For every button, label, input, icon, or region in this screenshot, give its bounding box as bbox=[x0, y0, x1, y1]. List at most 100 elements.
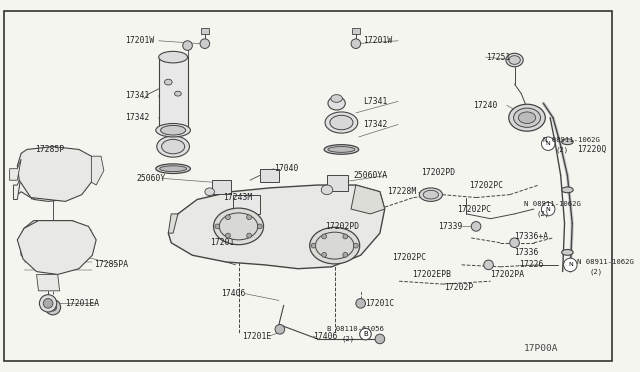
Circle shape bbox=[257, 224, 262, 229]
Text: (2): (2) bbox=[589, 268, 603, 275]
Circle shape bbox=[183, 41, 193, 50]
Text: 17201W: 17201W bbox=[364, 36, 393, 45]
Circle shape bbox=[484, 260, 493, 270]
Circle shape bbox=[375, 334, 385, 344]
Polygon shape bbox=[168, 214, 178, 233]
Circle shape bbox=[356, 298, 365, 308]
Text: N: N bbox=[546, 206, 550, 212]
Circle shape bbox=[353, 243, 358, 248]
Ellipse shape bbox=[214, 208, 264, 245]
Circle shape bbox=[311, 243, 316, 248]
Ellipse shape bbox=[331, 94, 342, 102]
Text: B: B bbox=[363, 331, 368, 337]
Polygon shape bbox=[10, 159, 21, 180]
Circle shape bbox=[541, 202, 555, 216]
Ellipse shape bbox=[330, 115, 353, 130]
Text: 17202PC: 17202PC bbox=[457, 205, 491, 214]
Ellipse shape bbox=[562, 139, 573, 145]
Polygon shape bbox=[13, 176, 21, 199]
Bar bbox=[352, 28, 360, 34]
Text: 17202PD: 17202PD bbox=[325, 222, 359, 231]
Text: 17341: 17341 bbox=[125, 91, 149, 100]
Ellipse shape bbox=[423, 190, 438, 199]
Circle shape bbox=[343, 234, 348, 239]
Text: 17220Q: 17220Q bbox=[577, 145, 606, 154]
Text: 17406: 17406 bbox=[221, 289, 246, 298]
Text: 17339: 17339 bbox=[438, 222, 462, 231]
Ellipse shape bbox=[220, 213, 258, 240]
Text: 17040: 17040 bbox=[274, 164, 298, 173]
Circle shape bbox=[564, 258, 577, 272]
Circle shape bbox=[541, 137, 555, 150]
Ellipse shape bbox=[157, 136, 189, 157]
Ellipse shape bbox=[161, 140, 185, 154]
Circle shape bbox=[360, 328, 371, 340]
Text: (2): (2) bbox=[341, 336, 355, 342]
Ellipse shape bbox=[419, 188, 442, 201]
Text: (2): (2) bbox=[556, 146, 569, 153]
Text: 17285PA: 17285PA bbox=[94, 260, 129, 269]
Ellipse shape bbox=[310, 227, 360, 264]
Bar bbox=[327, 176, 348, 191]
Text: 17342: 17342 bbox=[125, 113, 149, 122]
Circle shape bbox=[351, 39, 361, 48]
Ellipse shape bbox=[506, 53, 523, 67]
Text: 17342: 17342 bbox=[364, 120, 388, 129]
Circle shape bbox=[225, 215, 230, 219]
Text: 17251: 17251 bbox=[486, 52, 510, 62]
Ellipse shape bbox=[164, 79, 172, 85]
Bar bbox=[233, 195, 260, 214]
Circle shape bbox=[246, 233, 252, 238]
Ellipse shape bbox=[518, 112, 536, 124]
Text: 17285P: 17285P bbox=[35, 145, 64, 154]
Circle shape bbox=[215, 224, 220, 229]
Polygon shape bbox=[351, 185, 385, 214]
Ellipse shape bbox=[156, 124, 191, 137]
Ellipse shape bbox=[509, 56, 520, 64]
Ellipse shape bbox=[328, 147, 355, 153]
Polygon shape bbox=[36, 275, 60, 291]
Text: 17201: 17201 bbox=[210, 238, 234, 247]
Circle shape bbox=[49, 303, 57, 311]
Text: 17226: 17226 bbox=[519, 260, 544, 269]
Ellipse shape bbox=[316, 232, 354, 259]
Ellipse shape bbox=[562, 187, 573, 193]
Text: 17P00A: 17P00A bbox=[524, 344, 559, 353]
Ellipse shape bbox=[513, 108, 541, 127]
Ellipse shape bbox=[159, 51, 188, 63]
Ellipse shape bbox=[156, 164, 191, 173]
Text: 17406: 17406 bbox=[312, 331, 337, 340]
Text: 17202PC: 17202PC bbox=[469, 180, 504, 190]
Text: N: N bbox=[546, 141, 550, 146]
Text: 17201C: 17201C bbox=[365, 299, 395, 308]
Text: 17202PD: 17202PD bbox=[421, 168, 456, 177]
Polygon shape bbox=[92, 156, 104, 185]
Text: 17202PA: 17202PA bbox=[490, 270, 525, 279]
Text: 17201EA: 17201EA bbox=[65, 299, 100, 308]
Polygon shape bbox=[19, 221, 88, 269]
Circle shape bbox=[509, 238, 519, 247]
Ellipse shape bbox=[328, 97, 345, 110]
Circle shape bbox=[40, 295, 57, 312]
Text: B 08110-61056: B 08110-61056 bbox=[327, 326, 384, 332]
Text: 17201E: 17201E bbox=[243, 331, 271, 340]
Ellipse shape bbox=[321, 185, 333, 195]
Bar bbox=[260, 169, 279, 182]
Text: 17240: 17240 bbox=[473, 101, 497, 110]
Ellipse shape bbox=[161, 125, 186, 135]
Circle shape bbox=[246, 215, 252, 219]
Polygon shape bbox=[86, 163, 92, 182]
Circle shape bbox=[275, 324, 285, 334]
Circle shape bbox=[322, 252, 326, 257]
Bar bbox=[212, 180, 231, 194]
Circle shape bbox=[322, 234, 326, 239]
Text: 17201W: 17201W bbox=[125, 36, 154, 45]
Text: 17202EPB: 17202EPB bbox=[412, 270, 451, 279]
Text: 17202PC: 17202PC bbox=[392, 253, 426, 262]
Text: N 08911-1062G: N 08911-1062G bbox=[577, 259, 634, 265]
Text: 17336+A: 17336+A bbox=[515, 231, 548, 241]
Bar bbox=[159, 57, 188, 130]
Text: 17228M: 17228M bbox=[387, 187, 416, 196]
Bar bbox=[201, 28, 209, 34]
Text: (2): (2) bbox=[537, 211, 550, 217]
